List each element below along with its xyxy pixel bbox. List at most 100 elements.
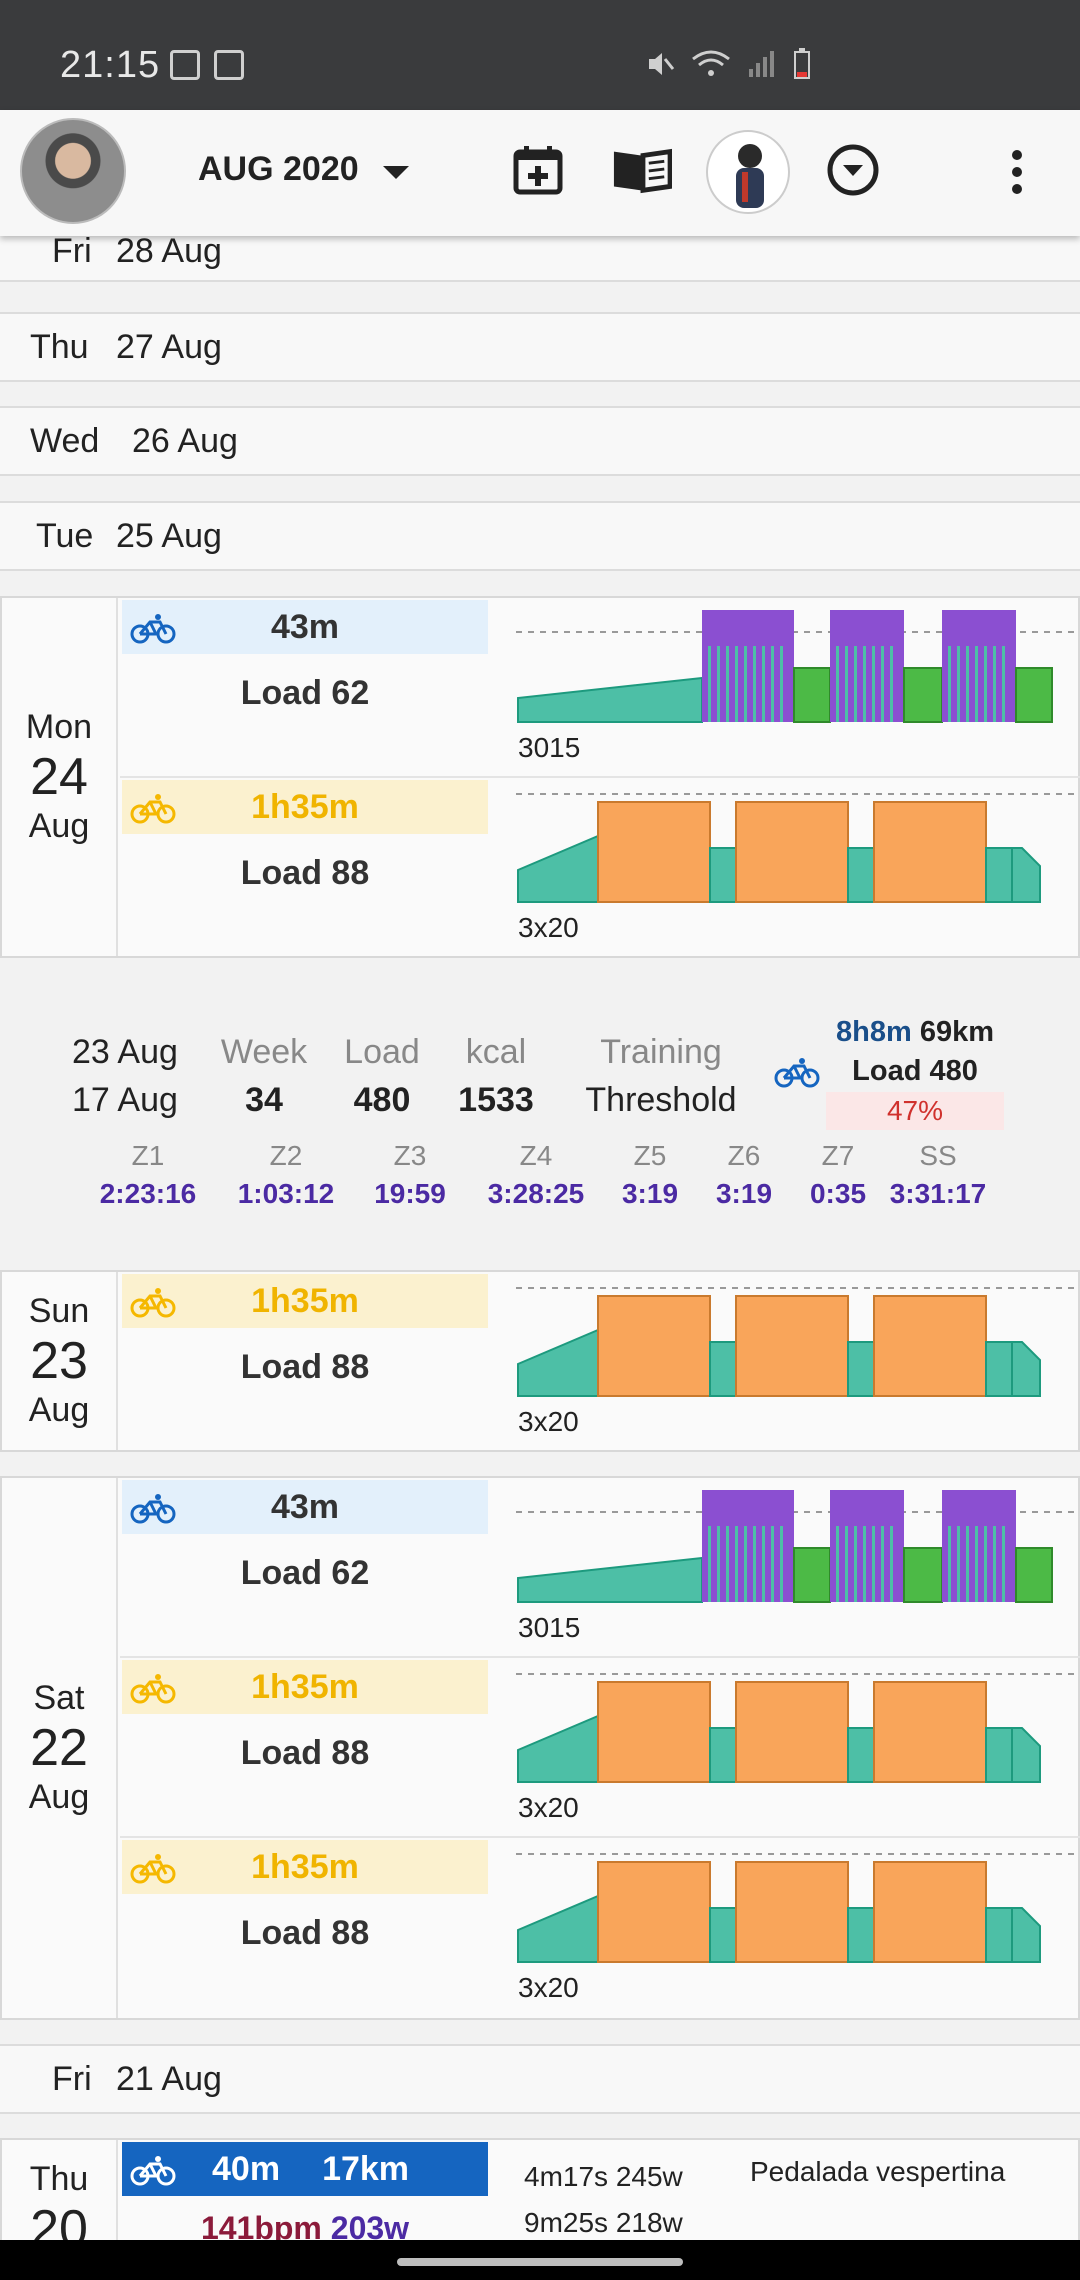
date-column: Thu 20	[2, 2140, 118, 2240]
load-label: Load 62	[240, 674, 370, 712]
circle-chevron-down-icon	[827, 144, 879, 196]
signal-icon	[749, 51, 774, 77]
status-time: 21:15	[60, 44, 161, 86]
interval-2: 9m25s 218w	[524, 2207, 683, 2238]
workout-name: 3x20	[518, 1972, 579, 2003]
system-navigation-bar	[0, 2240, 1080, 2280]
user-avatar[interactable]	[20, 118, 126, 224]
bike-icon	[130, 1674, 176, 1704]
total-distance: 69km	[919, 1016, 994, 1048]
calendar-list[interactable]: Fri 28 Aug Thu 27 Aug Wed 26 Aug Tue 25 …	[0, 236, 1080, 2240]
month-selector[interactable]: AUG 2020	[198, 150, 359, 188]
interval-1: 4m17s 245w	[524, 2161, 683, 2192]
day-row-fri-21[interactable]: Fri 21 Aug	[0, 2044, 1080, 2114]
interval-set-2	[830, 610, 904, 722]
load-label: Load 62	[240, 1554, 370, 1592]
zone-z7: Z7 0:35	[809, 1140, 867, 1209]
activity-card[interactable]: 1h35m Load 88 3x20	[120, 1658, 1080, 1838]
mute-icon	[649, 53, 675, 75]
status-bar: 21:15	[0, 0, 1080, 110]
day-row-thu-27[interactable]: Thu 27 Aug	[0, 312, 1080, 382]
activity-card[interactable]: 1h35m Load 88 3x20	[120, 1272, 1080, 1452]
bike-icon	[130, 1854, 176, 1884]
zone-z6: Z6 3:19	[715, 1140, 773, 1209]
activity-distance: 17km	[322, 2149, 410, 2188]
zone-z3: Z3 19:59	[374, 1140, 446, 1209]
duration-badge: 43m	[122, 1480, 488, 1534]
activity-card[interactable]: 43m Load 62 3015	[120, 1478, 1080, 1658]
add-calendar-button[interactable]	[508, 140, 568, 200]
bike-icon	[130, 1494, 176, 1524]
load-label: Load 88	[240, 1348, 370, 1386]
workout-chart-3015	[516, 610, 1076, 723]
bike-icon	[774, 1058, 820, 1088]
date-column: Mon 24 Aug	[2, 598, 118, 956]
day-block-sat-22: Sat 22 Aug 43m Load 62 3015 1h35m Load	[0, 1476, 1080, 2020]
activity-card[interactable]: 1h35m Load 88 3x20	[120, 778, 1080, 958]
week-range-end: 17 Aug	[72, 1081, 178, 1119]
load-label: Load 88	[240, 1734, 370, 1772]
day-block-mon-24: Mon 24 Aug 43m Load 62 3015 1h35m Load	[0, 596, 1080, 958]
week-load: 480	[353, 1081, 411, 1119]
day-block-sun-23: Sun 23 Aug 1h35m Load 88 3x20	[0, 1270, 1080, 1452]
avg-power: 203w	[330, 2210, 410, 2240]
duration-badge: 1h35m	[122, 1660, 488, 1714]
activity-title: Pedalada vespertina	[750, 2156, 1006, 2187]
activity-card[interactable]: 40m 17km 141bpm 203w 4m17s 245w 9m25s 21…	[120, 2140, 1080, 2240]
date-column: Sun 23 Aug	[2, 1272, 118, 1450]
load-percent: 47%	[826, 1092, 1004, 1130]
workout-name: 3x20	[518, 1792, 579, 1823]
duration-badge: 1h35m	[122, 780, 488, 834]
load-label: Load 88	[240, 854, 370, 892]
caret-down-icon[interactable]	[383, 166, 409, 179]
home-gesture-bar[interactable]	[397, 2258, 683, 2266]
zone-z4: Z4 3:28:25	[487, 1140, 585, 1209]
duration-badge: 43m	[122, 600, 488, 654]
image-icon	[214, 50, 244, 80]
duration-badge: 1h35m	[122, 1840, 488, 1894]
library-button[interactable]	[612, 140, 672, 200]
duration-badge: 1h35m	[122, 1274, 488, 1328]
day-row-tue-25[interactable]: Tue 25 Aug	[0, 501, 1080, 571]
workout-name: 3015	[518, 732, 581, 763]
translate-icon	[170, 50, 200, 80]
athlete-avatar[interactable]	[706, 130, 790, 214]
bike-icon	[130, 2156, 176, 2186]
total-time: 8h8m	[836, 1016, 912, 1048]
cyclist-figure-icon	[736, 144, 764, 208]
workout-chart-3x20	[516, 1673, 1076, 1783]
calendar-plus-icon	[513, 146, 563, 195]
interval-set-2	[830, 1490, 904, 1602]
workout-chart-3015	[516, 1490, 1076, 1603]
filter-dropdown-button[interactable]	[823, 140, 883, 200]
workout-name: 3x20	[518, 1406, 579, 1437]
heart-rate: 141bpm	[200, 2210, 322, 2240]
book-icon	[613, 148, 672, 194]
workout-chart-3x20	[516, 1287, 1076, 1397]
more-options-icon[interactable]	[1012, 150, 1024, 201]
app-toolbar: AUG 2020	[0, 110, 1080, 236]
wifi-icon	[692, 50, 730, 76]
zone-z2: Z2 1:03:12	[237, 1140, 335, 1209]
interval-set-1	[702, 610, 794, 722]
day-row-wed-26[interactable]: Wed 26 Aug	[0, 406, 1080, 476]
date-column: Sat 22 Aug	[2, 1478, 118, 2018]
week-number: 34	[245, 1081, 283, 1119]
load-label: Load 88	[240, 1914, 370, 1952]
duration-badge: 40m 17km	[122, 2142, 488, 2196]
week-kcal: 1533	[458, 1081, 534, 1119]
activity-card[interactable]: 43m Load 62 3015	[120, 598, 1080, 778]
day-block-thu-20: Thu 20 40m 17km 141bpm 203w 4m17s 245w 9…	[0, 2138, 1080, 2240]
battery-icon	[794, 48, 810, 79]
interval-set-3	[942, 1490, 1016, 1602]
bike-icon	[130, 1288, 176, 1318]
zone-z1: Z1 2:23:16	[99, 1140, 197, 1209]
zone-ss: SS 3:31:17	[889, 1140, 987, 1209]
workout-chart-3x20	[516, 793, 1076, 903]
zone-z5: Z5 3:19	[621, 1140, 679, 1209]
week-summary[interactable]: 23 Aug 17 Aug Week 34 Load 480 kcal 1533…	[0, 1006, 1080, 1486]
week-training-type: Threshold	[585, 1081, 737, 1119]
day-row-fri-28[interactable]: Fri 28 Aug	[0, 236, 1080, 282]
activity-card[interactable]: 1h35m Load 88 3x20	[120, 1838, 1080, 2018]
bike-icon	[130, 614, 176, 644]
